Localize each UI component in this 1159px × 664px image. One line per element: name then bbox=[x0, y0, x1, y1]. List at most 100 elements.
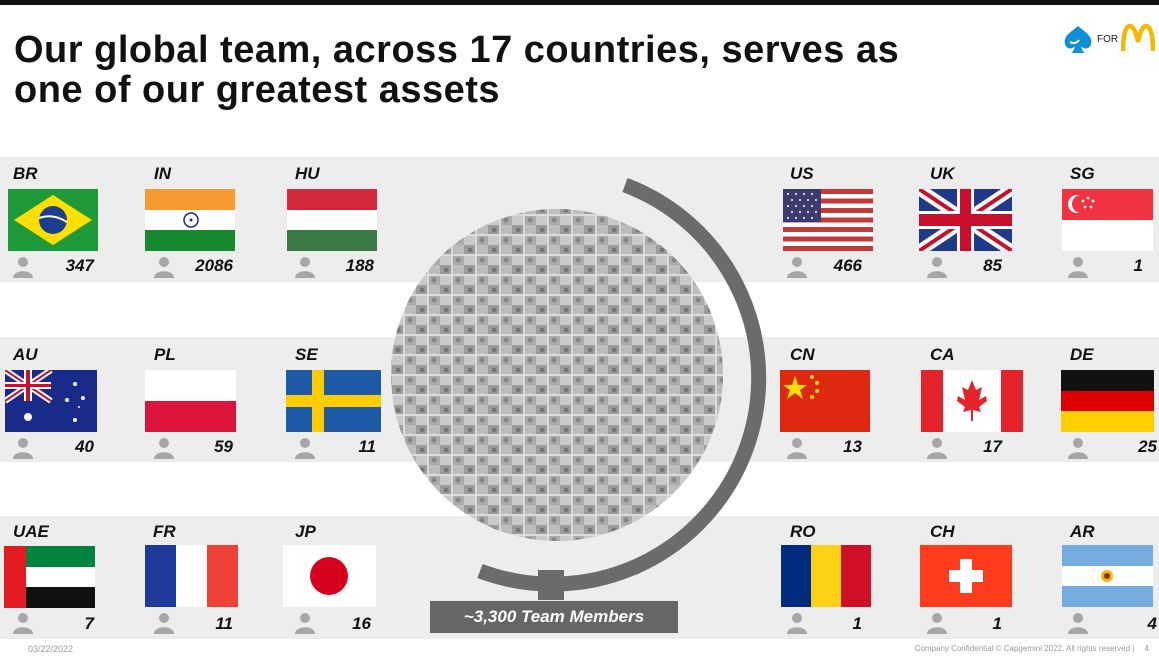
country-card-se: SE 11 bbox=[286, 345, 416, 465]
country-card-hu: HU 188 bbox=[286, 164, 416, 284]
hungary-flag-icon bbox=[287, 189, 377, 251]
france-flag-icon bbox=[145, 545, 238, 607]
person-icon bbox=[12, 437, 34, 459]
country-code: FR bbox=[153, 522, 176, 541]
uk-flag-icon bbox=[919, 189, 1012, 251]
romania-flag-icon bbox=[781, 545, 871, 607]
member-count: 40 bbox=[75, 437, 94, 456]
country-card-uk: UK 85 bbox=[919, 164, 1050, 284]
member-count: 1 bbox=[852, 614, 862, 633]
member-count: 85 bbox=[983, 256, 1002, 275]
country-code: JP bbox=[295, 522, 316, 541]
country-card-au: AU 40 bbox=[4, 345, 134, 465]
person-icon bbox=[153, 437, 175, 459]
member-count: 13 bbox=[843, 437, 862, 456]
member-count: 17 bbox=[983, 437, 1002, 456]
usa-flag-icon bbox=[783, 189, 873, 251]
person-icon bbox=[1067, 612, 1089, 634]
singapore-flag-icon bbox=[1062, 189, 1153, 251]
country-code: AR bbox=[1070, 522, 1095, 541]
country-card-br: BR 347 bbox=[4, 164, 134, 284]
person-icon bbox=[294, 256, 316, 278]
country-code: HU bbox=[295, 164, 320, 183]
for-label: FOR bbox=[1097, 34, 1119, 45]
globe-meridian-arc bbox=[477, 177, 767, 592]
member-count: 347 bbox=[65, 256, 94, 275]
person-icon bbox=[12, 612, 34, 634]
team-photo-mosaic bbox=[391, 209, 723, 541]
country-card-uae: UAE 7 bbox=[4, 522, 134, 642]
germany-flag-icon bbox=[1061, 370, 1154, 432]
member-count: 11 bbox=[215, 614, 233, 633]
country-card-fr: FR 11 bbox=[145, 522, 275, 642]
argentina-flag-icon bbox=[1062, 545, 1153, 607]
member-count: 1 bbox=[1133, 256, 1143, 275]
country-code: PL bbox=[154, 345, 176, 364]
team-total-badge: ~3,300 Team Members bbox=[430, 601, 678, 633]
capgemini-for-mcdonalds-logo: FOR bbox=[1061, 22, 1157, 56]
top-bar bbox=[0, 0, 1159, 5]
team-globe-graphic bbox=[380, 175, 770, 635]
country-code: UAE bbox=[13, 522, 49, 541]
country-code: CN bbox=[790, 345, 815, 364]
country-code: CA bbox=[930, 345, 955, 364]
country-code: IN bbox=[154, 164, 171, 183]
country-code: CH bbox=[930, 522, 955, 541]
golden-arches-icon bbox=[1121, 24, 1155, 52]
country-card-de: DE 25 bbox=[1061, 345, 1159, 465]
country-card-in: IN 2086 bbox=[145, 164, 275, 284]
country-code: SG bbox=[1070, 164, 1095, 183]
country-card-cn: CN 13 bbox=[780, 345, 912, 465]
country-code: US bbox=[790, 164, 814, 183]
footer-confidential: Company Confidential © Capgemini 2022. A… bbox=[915, 644, 1149, 653]
japan-flag-icon bbox=[283, 545, 376, 607]
person-icon bbox=[294, 437, 316, 459]
country-code: RO bbox=[790, 522, 816, 541]
member-count: 7 bbox=[84, 614, 94, 633]
country-code: AU bbox=[13, 345, 38, 364]
member-count: 4 bbox=[1147, 614, 1157, 633]
switzerland-flag-icon bbox=[920, 545, 1012, 607]
spade-icon bbox=[1064, 26, 1092, 53]
brazil-flag-icon bbox=[8, 189, 98, 251]
person-icon bbox=[153, 612, 175, 634]
country-card-us: US 466 bbox=[782, 164, 912, 284]
country-card-ar: AR 4 bbox=[1062, 522, 1159, 642]
country-card-ca: CA 17 bbox=[920, 345, 1050, 465]
poland-flag-icon bbox=[145, 370, 236, 432]
member-count: 11 bbox=[358, 437, 376, 456]
member-count: 466 bbox=[833, 256, 862, 275]
globe-stand-neck bbox=[538, 570, 564, 600]
person-icon bbox=[12, 256, 34, 278]
country-code: DE bbox=[1070, 345, 1094, 364]
person-icon bbox=[153, 256, 175, 278]
india-flag-icon bbox=[145, 189, 235, 251]
member-count: 25 bbox=[1138, 437, 1157, 456]
slide-title-line1: Our global team, across 17 countries, se… bbox=[14, 29, 900, 71]
member-count: 1 bbox=[992, 614, 1002, 633]
country-card-pl: PL 59 bbox=[145, 345, 275, 465]
page-number: 4 bbox=[1144, 644, 1149, 653]
slide-title-line2: one of our greatest assets bbox=[14, 69, 501, 111]
country-code: BR bbox=[13, 164, 38, 183]
canada-flag-icon bbox=[921, 370, 1023, 432]
member-count: 2086 bbox=[195, 256, 233, 275]
uae-flag-icon bbox=[4, 546, 95, 608]
country-code: UK bbox=[930, 164, 955, 183]
person-icon bbox=[786, 256, 808, 278]
country-card-ro: RO 1 bbox=[781, 522, 912, 642]
person-icon bbox=[1067, 437, 1089, 459]
country-code: SE bbox=[295, 345, 318, 364]
person-icon bbox=[926, 612, 948, 634]
australia-flag-icon bbox=[5, 370, 97, 432]
member-count: 59 bbox=[214, 437, 233, 456]
footer-confidential-text: Company Confidential © Capgemini 2022. A… bbox=[914, 644, 1135, 653]
person-icon bbox=[786, 612, 808, 634]
sweden-flag-icon bbox=[286, 370, 381, 432]
footer-date: 03/22/2022 bbox=[28, 644, 74, 654]
china-flag-icon bbox=[780, 370, 870, 432]
member-count: 188 bbox=[345, 256, 374, 275]
member-count: 16 bbox=[352, 614, 371, 633]
person-icon bbox=[786, 437, 808, 459]
slide-title: Our global team, across 17 countries, se… bbox=[14, 30, 1034, 110]
